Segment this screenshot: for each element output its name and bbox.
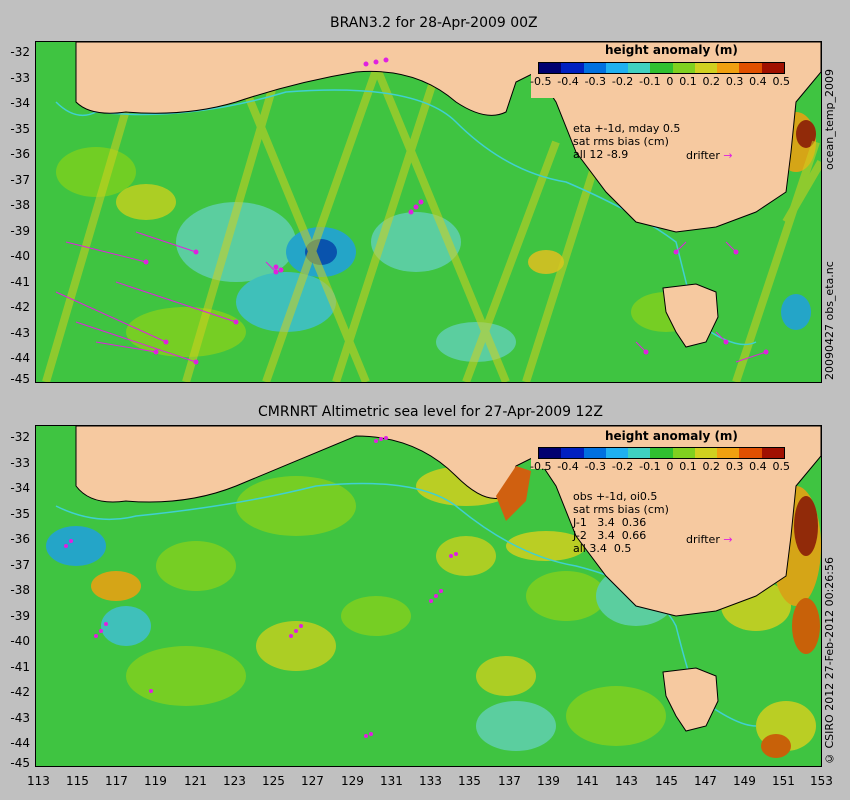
bottom-drifter-label: drifter → (686, 533, 733, 546)
top-map-canvas (36, 42, 821, 382)
bottom-legend-title: height anomaly (m) (605, 429, 738, 443)
top-stats-note: eta +-1d, mday 0.5 sat rms bias (cm) all 1… (573, 122, 681, 161)
top-colorbar-ticks: -0.5 -0.4 -0.3 -0.2 -0.1 0 0.1 0.2 0.3 0.4 0.5 (530, 75, 790, 88)
top-side-label-ocean: ocean_temp_2009 (823, 68, 836, 170)
top-map (35, 41, 822, 383)
bottom-map (35, 425, 822, 767)
top-panel-title: BRAN3.2 for 28-Apr-2009 00Z (330, 15, 538, 31)
top-legend-title: height anomaly (m) (605, 43, 738, 57)
bottom-map-canvas (36, 426, 821, 766)
top-colorbar (538, 62, 785, 74)
bottom-panel-title: CMRNRT Altimetric sea level for 27-Apr-2… (258, 404, 603, 420)
bottom-colorbar-ticks: -0.5 -0.4 -0.3 -0.2 -0.1 0 0.1 0.2 0.3 0.4 0.5 (530, 460, 790, 473)
bottom-side-label: © CSIRO 2012 27-Feb-2012 00:26:56 (823, 557, 836, 765)
bottom-stats-note: obs +-1d, oi0.5 sat rms bias (cm) J-1 3.4 … (573, 490, 669, 555)
top-drifter-label: drifter → (686, 149, 733, 162)
top-side-label-file: 20090427 obs_eta.nc (823, 261, 836, 380)
bottom-colorbar (538, 447, 785, 459)
